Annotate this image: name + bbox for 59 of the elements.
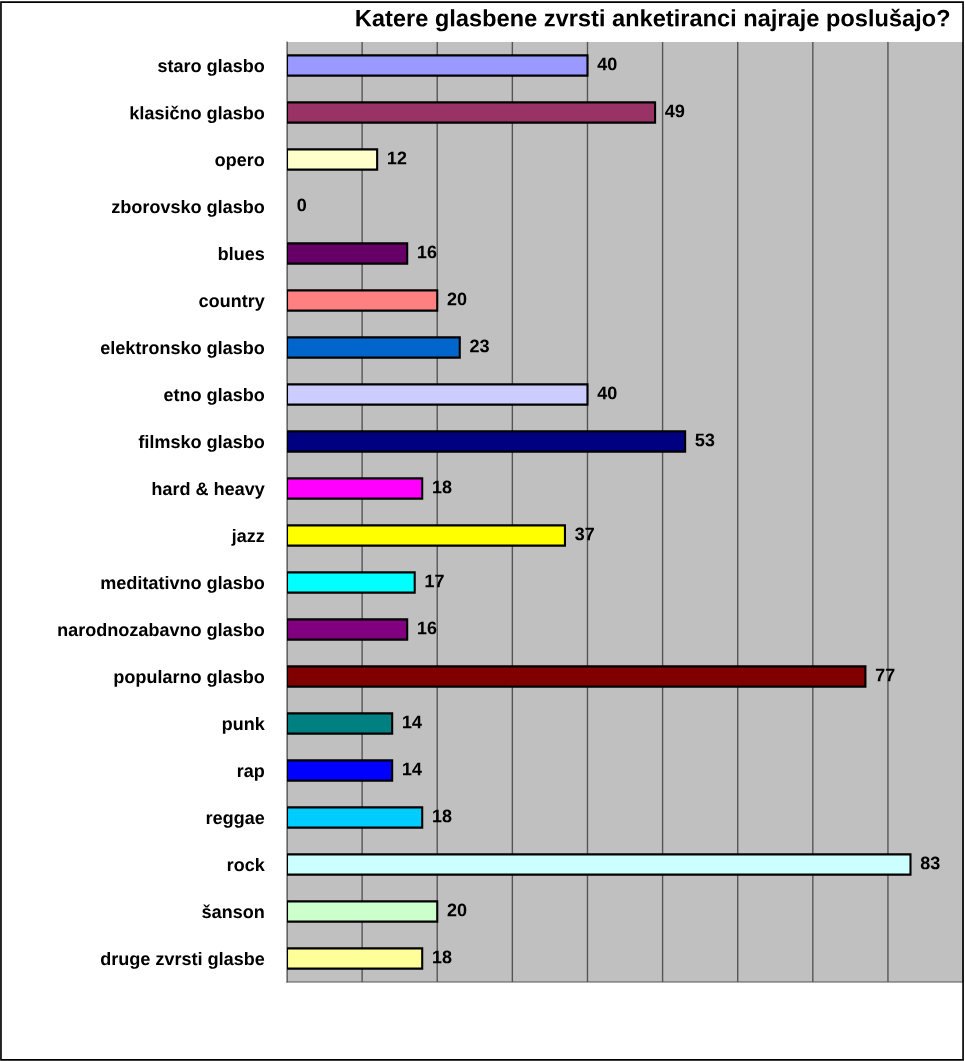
bar <box>287 336 461 359</box>
y-tick-label: rock <box>227 857 265 872</box>
bar <box>287 383 589 406</box>
bar <box>287 759 394 782</box>
y-tick-label: popularno glasbo <box>114 669 265 687</box>
data-label: 17 <box>425 574 444 588</box>
bar <box>287 947 424 970</box>
y-tick-label: druge zvrsti glasbe <box>100 951 265 969</box>
bar <box>287 54 589 77</box>
data-label: 23 <box>470 339 489 353</box>
data-label: 49 <box>665 104 685 118</box>
y-tick-label: elektronsko glasbo <box>100 340 265 358</box>
y-tick-label: rap <box>237 767 265 781</box>
y-tick-label: blues <box>218 246 265 261</box>
data-label: 14 <box>403 715 422 729</box>
y-tick-label: meditativno glasbo <box>101 575 265 593</box>
data-label: 83 <box>920 856 940 870</box>
chart-title: Katere glasbene zvrsti anketiranci najraje poslušajo? <box>356 8 950 32</box>
y-tick-label: narodnozabavno glasbo <box>58 622 265 640</box>
data-label: 12 <box>388 151 407 165</box>
bar <box>287 853 912 876</box>
data-label: 18 <box>433 480 452 494</box>
data-label: 53 <box>695 433 715 447</box>
bar <box>287 571 416 594</box>
data-label: 20 <box>447 292 467 306</box>
y-tick-label: zborovsko glasbo <box>112 199 265 217</box>
bar <box>287 430 687 453</box>
y-tick-label: opero <box>215 156 265 170</box>
bar <box>287 524 566 547</box>
data-label: 18 <box>433 950 452 964</box>
bar <box>287 242 409 265</box>
y-tick-label: hard & heavy <box>152 481 265 499</box>
y-tick-label: etno glasbo <box>164 387 265 405</box>
bar <box>287 618 409 641</box>
bar <box>287 101 657 124</box>
bar <box>287 289 439 312</box>
bar <box>287 900 439 923</box>
y-tick-label: staro glasbo <box>158 58 265 76</box>
bar <box>287 477 424 500</box>
data-label: 0 <box>297 198 307 212</box>
data-label: 16 <box>418 621 437 635</box>
y-tick-label: jazz <box>231 528 265 546</box>
bar <box>287 806 424 829</box>
bar <box>287 665 867 688</box>
y-tick-label: country <box>199 295 265 311</box>
y-tick-label: šanson <box>202 904 264 919</box>
bar <box>287 148 379 171</box>
y-tick-label: punk <box>222 716 265 734</box>
y-tick-label: reggae <box>206 814 265 828</box>
data-label: 40 <box>597 57 617 71</box>
data-label: 18 <box>433 809 452 823</box>
y-tick-label: filmsko glasbo <box>138 434 265 452</box>
data-label: 14 <box>403 762 422 776</box>
data-label: 40 <box>597 386 617 400</box>
data-label: 16 <box>418 245 437 259</box>
data-label: 77 <box>875 668 895 682</box>
bar <box>287 712 394 735</box>
y-tick-label: klasično glasbo <box>130 105 265 124</box>
data-label: 20 <box>447 903 467 917</box>
